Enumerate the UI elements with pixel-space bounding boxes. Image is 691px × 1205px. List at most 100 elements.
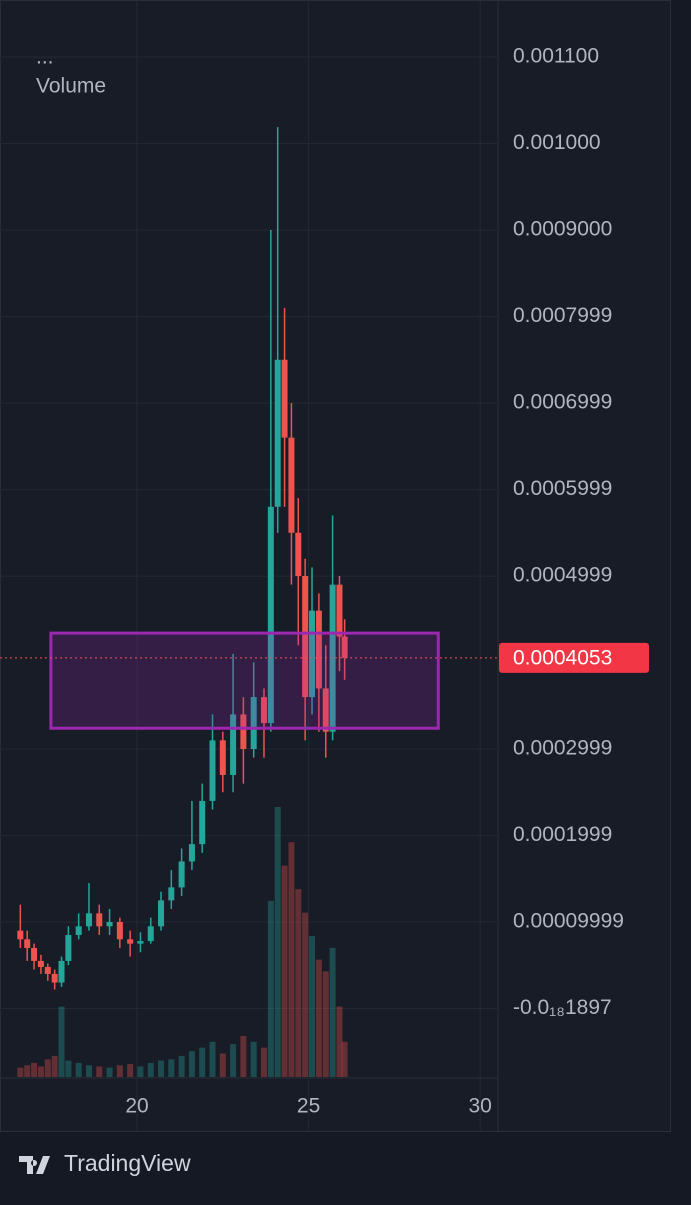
candle-body	[341, 636, 348, 658]
volume-bar	[17, 1067, 24, 1077]
y-tick-label: 0.0002999	[513, 737, 612, 760]
volume-bar	[127, 1064, 134, 1077]
candle-body	[58, 960, 65, 983]
volume-bar	[341, 1041, 348, 1077]
candle-body	[315, 610, 322, 689]
volume-pane	[17, 807, 348, 1077]
x-tick-label: 20	[125, 1095, 148, 1118]
volume-bar	[267, 900, 274, 1077]
y-tick-label: 0.0006999	[513, 391, 612, 414]
candle-body	[137, 941, 144, 944]
volume-bar	[329, 947, 336, 1077]
y-tick-label: 0.00009999	[513, 910, 624, 933]
volume-bar	[147, 1062, 154, 1077]
volume-bar	[137, 1066, 144, 1077]
grid	[0, 0, 498, 1131]
candle-body	[309, 610, 316, 698]
volume-bar	[309, 936, 316, 1077]
volume-bar	[322, 971, 329, 1077]
volume-bar	[106, 1067, 113, 1077]
candle-body	[322, 688, 329, 732]
brand-name: TradingView	[64, 1150, 191, 1176]
volume-bar	[75, 1062, 82, 1077]
volume-bar	[96, 1066, 103, 1077]
candle-body	[116, 921, 123, 940]
volume-bar	[44, 1059, 51, 1077]
volume-bar	[295, 889, 302, 1077]
volume-bar	[260, 1047, 267, 1077]
candle-body	[75, 926, 82, 935]
candle-body	[295, 532, 302, 577]
last-price-box	[499, 642, 649, 673]
volume-bar	[31, 1062, 38, 1077]
candle-body	[240, 714, 247, 750]
candle-body	[288, 437, 295, 533]
candle-body	[85, 913, 92, 927]
candle-body	[96, 913, 103, 927]
volume-bar	[51, 1055, 58, 1077]
volume-bar	[250, 1041, 257, 1077]
candle-body	[127, 939, 134, 944]
volume-bar	[240, 1035, 247, 1077]
y-tick-label: 0.001000	[513, 131, 601, 154]
volume-bar	[281, 865, 288, 1077]
volume-bar	[302, 912, 309, 1077]
candle-body	[51, 973, 58, 983]
y-tick-label: 0.001100	[513, 45, 599, 68]
candles	[17, 127, 348, 990]
y-tick-label: 0.0005999	[513, 477, 612, 500]
candle-body	[158, 900, 165, 927]
zone-rectangle	[49, 631, 440, 730]
x-tick-label: 25	[297, 1095, 320, 1118]
brand-logo	[19, 1156, 50, 1174]
y-tick-label: -0.0₁₈1897	[513, 996, 612, 1019]
volume-bar	[85, 1065, 92, 1077]
volume-bar	[219, 1053, 226, 1077]
candle-body	[281, 359, 288, 438]
candle-body	[178, 861, 185, 888]
candle-body	[188, 844, 195, 862]
volume-bar	[178, 1055, 185, 1077]
candle-body	[302, 576, 309, 698]
candle-body	[24, 939, 31, 948]
y-tick-label: 0.0001999	[513, 823, 612, 846]
y-tick-label: 0.0009000	[513, 218, 612, 241]
volume-bar	[199, 1047, 206, 1077]
candle-body	[44, 966, 51, 974]
volume-bar	[158, 1060, 165, 1077]
volume-bar	[116, 1065, 123, 1077]
volume-bar	[37, 1066, 44, 1077]
candle-body	[31, 947, 38, 961]
candle-body	[250, 697, 257, 750]
candle-body	[199, 800, 206, 845]
candle-body	[147, 926, 154, 942]
candle-body	[168, 887, 175, 901]
candle-body	[17, 930, 24, 940]
volume-bar	[336, 1006, 343, 1077]
volume-bar	[288, 842, 295, 1077]
candle-body	[230, 714, 237, 775]
candle-body	[336, 584, 343, 637]
legend-title: ...	[36, 46, 54, 69]
candle-body	[267, 506, 274, 724]
candle-body	[65, 934, 72, 961]
volume-bar	[188, 1051, 195, 1077]
candle-body	[209, 740, 216, 801]
y-tick-label: 0.0007999	[513, 304, 612, 327]
candle-body	[37, 960, 44, 967]
candle-body	[260, 697, 267, 724]
volume-bar	[274, 807, 281, 1077]
volume-bar	[209, 1041, 216, 1077]
volume-bar	[65, 1060, 72, 1077]
volume-bar	[168, 1059, 175, 1077]
candle-body	[106, 921, 113, 927]
volume-label: Volume	[36, 75, 106, 98]
volume-bar	[24, 1065, 31, 1077]
last-price-label: 0.0004053	[513, 646, 612, 669]
candle-body	[274, 359, 281, 507]
candle-body	[219, 740, 226, 775]
volume-bar	[315, 959, 322, 1077]
chart-panel	[0, 0, 671, 1132]
